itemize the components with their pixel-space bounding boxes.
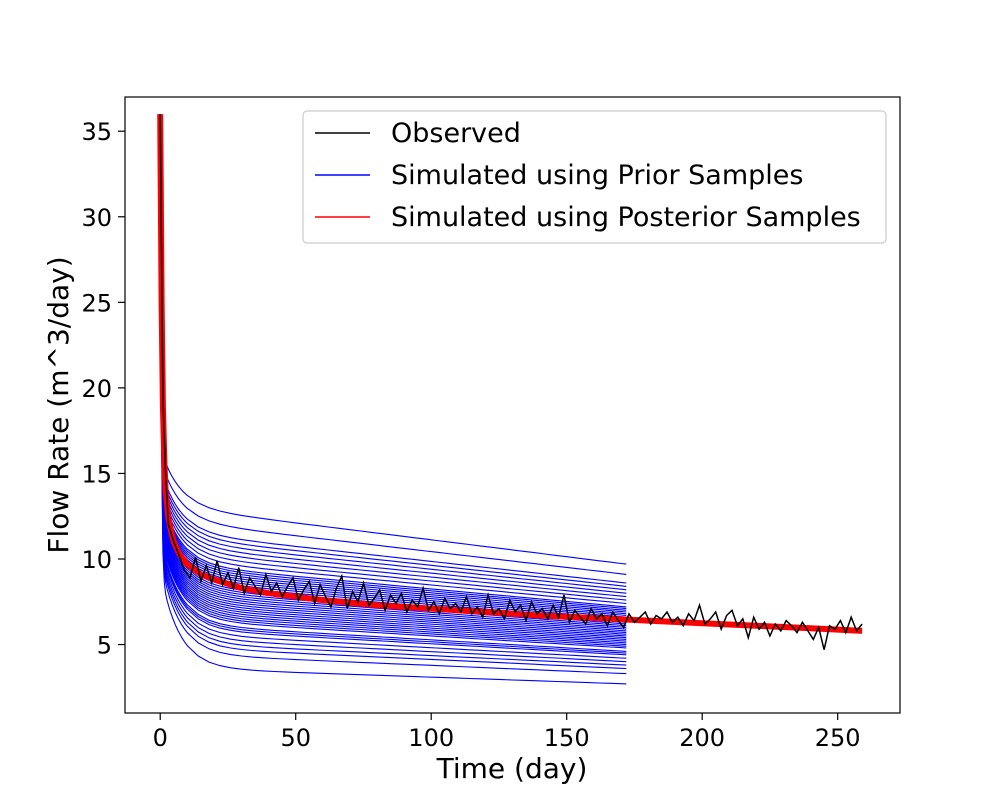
y-tick-label: 30 bbox=[81, 204, 112, 232]
prior-sample-line bbox=[159, 114, 627, 594]
x-tick-label: 100 bbox=[408, 724, 454, 752]
prior-sample-line bbox=[159, 114, 627, 639]
prior-sample-line bbox=[159, 114, 627, 634]
y-tick-label: 35 bbox=[81, 118, 112, 146]
y-tick-label: 15 bbox=[81, 460, 112, 488]
prior-sample-line bbox=[159, 114, 627, 656]
prior-sample-line bbox=[159, 114, 627, 652]
legend-box bbox=[302, 110, 887, 244]
prior-sample-line bbox=[159, 114, 627, 654]
prior-sample-line bbox=[159, 114, 627, 632]
y-tick-label: 25 bbox=[81, 289, 112, 317]
prior-sample-line bbox=[159, 114, 627, 663]
y-tick-label: 5 bbox=[97, 632, 112, 660]
legend: Observed Simulated using Prior Samples S… bbox=[302, 110, 887, 244]
x-tick-label: 50 bbox=[280, 724, 311, 752]
prior-sample-line bbox=[159, 114, 627, 670]
y-tick-label: 10 bbox=[81, 546, 112, 574]
y-tick-label: 20 bbox=[81, 375, 112, 403]
prior-sample-line bbox=[159, 114, 627, 649]
x-tick-label: 250 bbox=[815, 724, 861, 752]
legend-label-prior: Simulated using Prior Samples bbox=[391, 160, 803, 191]
x-axis: 0 50 100 150 200 250 bbox=[153, 713, 861, 752]
prior-sample-line bbox=[159, 114, 627, 666]
prior-sample-line bbox=[159, 114, 627, 584]
prior-sample-line bbox=[159, 114, 627, 659]
observed-layer bbox=[159, 114, 863, 650]
x-axis-label: Time (day) bbox=[436, 752, 588, 785]
x-tick-label: 200 bbox=[679, 724, 725, 752]
legend-label-posterior: Simulated using Posterior Samples bbox=[391, 202, 861, 233]
prior-sample-line bbox=[159, 114, 627, 642]
prior-sample-line bbox=[159, 114, 627, 637]
prior-sample-line bbox=[159, 114, 627, 628]
observed-line bbox=[159, 114, 863, 650]
prior-sample-line bbox=[159, 114, 627, 646]
prior-sample-line bbox=[159, 114, 627, 608]
prior-sample-line bbox=[159, 114, 627, 587]
prior-samples-layer bbox=[159, 114, 627, 685]
prior-sample-line bbox=[159, 114, 627, 565]
prior-sample-line bbox=[159, 114, 627, 635]
prior-sample-line bbox=[159, 114, 627, 630]
plot-area-frame bbox=[124, 96, 901, 714]
prior-sample-line bbox=[159, 114, 627, 647]
prior-sample-line bbox=[159, 114, 627, 685]
prior-sample-line bbox=[159, 114, 627, 640]
prior-sample-line bbox=[159, 114, 627, 644]
prior-sample-line bbox=[159, 114, 627, 598]
legend-label-observed: Observed bbox=[391, 118, 521, 149]
x-tick-label: 150 bbox=[544, 724, 590, 752]
prior-sample-line bbox=[159, 114, 627, 675]
prior-sample-line bbox=[159, 114, 627, 575]
y-axis-label: Flow Rate (m^3/day) bbox=[42, 256, 75, 553]
prior-sample-line bbox=[159, 114, 627, 601]
x-tick-label: 0 bbox=[153, 724, 168, 752]
prior-sample-line bbox=[159, 114, 627, 605]
y-axis: 5 10 15 20 25 30 35 bbox=[81, 118, 125, 660]
prior-sample-line bbox=[159, 114, 627, 591]
